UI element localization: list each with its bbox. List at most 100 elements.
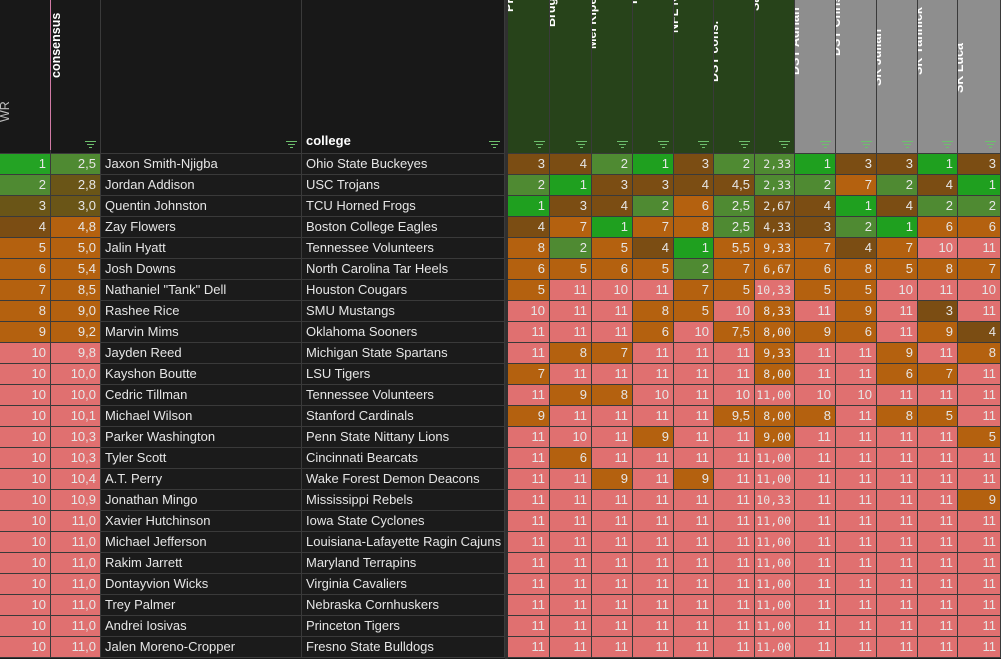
ranking-value-cell[interactable]: 11 (795, 511, 836, 532)
ranking-value-cell[interactable]: 11,00 (755, 553, 795, 574)
player-name-cell[interactable]: Andrei Iosivas (101, 616, 302, 637)
ranking-value-cell[interactable]: 11 (592, 553, 633, 574)
ranking-value-cell[interactable]: 9 (674, 469, 714, 490)
ranking-value-cell[interactable]: 9 (958, 490, 1001, 511)
column-header-source[interactable]: DST cons. (714, 0, 755, 154)
ranking-value-cell[interactable]: 11 (550, 490, 592, 511)
ranking-value-cell[interactable]: 1 (508, 196, 550, 217)
ranking-value-cell[interactable]: 11 (508, 343, 550, 364)
ranking-value-cell[interactable]: 8 (877, 406, 918, 427)
consensus-cell[interactable]: 11,0 (51, 637, 101, 658)
rank-cell[interactable]: 1 (0, 154, 51, 175)
ranking-value-cell[interactable]: 11 (674, 490, 714, 511)
rank-cell[interactable]: 10 (0, 616, 51, 637)
ranking-value-cell[interactable]: 10 (836, 385, 877, 406)
ranking-value-cell[interactable]: 11 (508, 322, 550, 343)
college-cell[interactable]: LSU Tigers (302, 364, 505, 385)
ranking-value-cell[interactable]: 4 (958, 322, 1001, 343)
ranking-value-cell[interactable]: 7 (836, 175, 877, 196)
consensus-cell[interactable]: 11,0 (51, 553, 101, 574)
consensus-cell[interactable]: 9,0 (51, 301, 101, 322)
ranking-value-cell[interactable]: 11 (508, 427, 550, 448)
player-name-cell[interactable]: Jalin Hyatt (101, 238, 302, 259)
ranking-value-cell[interactable]: 1 (592, 217, 633, 238)
ranking-value-cell[interactable]: 11 (958, 511, 1001, 532)
ranking-value-cell[interactable]: 11 (795, 637, 836, 658)
column-header-source[interactable]: Brugler/TheAthletic (550, 0, 592, 154)
ranking-value-cell[interactable]: 11 (674, 427, 714, 448)
ranking-value-cell[interactable]: 11 (877, 469, 918, 490)
ranking-value-cell[interactable]: 11 (958, 238, 1001, 259)
ranking-value-cell[interactable]: 11 (836, 427, 877, 448)
ranking-value-cell[interactable]: 10 (550, 427, 592, 448)
ranking-value-cell[interactable]: 11 (795, 490, 836, 511)
ranking-value-cell[interactable]: 11 (550, 322, 592, 343)
player-name-cell[interactable]: Trey Palmer (101, 595, 302, 616)
college-cell[interactable]: Boston College Eagles (302, 217, 505, 238)
ranking-value-cell[interactable]: 11 (633, 448, 674, 469)
college-cell[interactable]: Houston Cougars (302, 280, 505, 301)
ranking-value-cell[interactable]: 11 (592, 511, 633, 532)
ranking-value-cell[interactable]: 11 (633, 469, 674, 490)
ranking-value-cell[interactable]: 11,00 (755, 448, 795, 469)
ranking-value-cell[interactable]: 4 (592, 196, 633, 217)
ranking-value-cell[interactable]: 4 (918, 175, 958, 196)
ranking-value-cell[interactable]: 11,00 (755, 469, 795, 490)
ranking-value-cell[interactable]: 11 (918, 490, 958, 511)
ranking-value-cell[interactable]: 6 (958, 217, 1001, 238)
ranking-value-cell[interactable]: 11 (550, 364, 592, 385)
ranking-value-cell[interactable]: 9 (918, 322, 958, 343)
ranking-value-cell[interactable]: 11 (958, 574, 1001, 595)
rank-cell[interactable]: 10 (0, 574, 51, 595)
filter-icon[interactable] (617, 141, 628, 150)
column-header-name[interactable] (101, 0, 302, 154)
ranking-value-cell[interactable]: 5 (877, 259, 918, 280)
ranking-value-cell[interactable]: 9,33 (755, 343, 795, 364)
player-name-cell[interactable]: Zay Flowers (101, 217, 302, 238)
ranking-value-cell[interactable]: 3 (550, 196, 592, 217)
college-cell[interactable]: Iowa State Cyclones (302, 511, 505, 532)
ranking-value-cell[interactable]: 11 (877, 301, 918, 322)
ranking-value-cell[interactable]: 10,33 (755, 490, 795, 511)
ranking-value-cell[interactable]: 11,00 (755, 637, 795, 658)
ranking-value-cell[interactable]: 5,5 (714, 238, 755, 259)
college-cell[interactable]: Fresno State Bulldogs (302, 637, 505, 658)
ranking-value-cell[interactable]: 6 (633, 322, 674, 343)
ranking-value-cell[interactable]: 11 (836, 406, 877, 427)
player-name-cell[interactable]: Parker Washington (101, 427, 302, 448)
filter-icon[interactable] (286, 141, 297, 150)
ranking-value-cell[interactable]: 11,00 (755, 532, 795, 553)
ranking-value-cell[interactable]: 11 (877, 511, 918, 532)
ranking-value-cell[interactable]: 10 (877, 280, 918, 301)
column-header-source[interactable]: Mel Kiper/ESPN (592, 0, 633, 154)
ranking-value-cell[interactable]: 11 (592, 637, 633, 658)
ranking-value-cell[interactable]: 11,00 (755, 385, 795, 406)
ranking-value-cell[interactable]: 11 (633, 364, 674, 385)
ranking-value-cell[interactable]: 11 (714, 574, 755, 595)
column-header-consensus[interactable]: consensus (51, 0, 101, 154)
consensus-cell[interactable]: 9,8 (51, 343, 101, 364)
college-cell[interactable]: Oklahoma Sooners (302, 322, 505, 343)
ranking-value-cell[interactable]: 11 (714, 427, 755, 448)
ranking-value-cell[interactable]: 1 (550, 175, 592, 196)
ranking-value-cell[interactable]: 1 (674, 238, 714, 259)
player-name-cell[interactable]: Michael Wilson (101, 406, 302, 427)
ranking-value-cell[interactable]: 8,33 (755, 301, 795, 322)
ranking-value-cell[interactable]: 11 (674, 364, 714, 385)
ranking-value-cell[interactable]: 11 (714, 553, 755, 574)
rank-cell[interactable]: 4 (0, 217, 51, 238)
ranking-value-cell[interactable]: 11 (508, 553, 550, 574)
column-header-source[interactable]: DST Adrian (795, 0, 836, 154)
ranking-value-cell[interactable]: 11 (592, 595, 633, 616)
ranking-value-cell[interactable]: 11 (958, 406, 1001, 427)
ranking-value-cell[interactable]: 11,00 (755, 595, 795, 616)
consensus-cell[interactable]: 5,0 (51, 238, 101, 259)
ranking-value-cell[interactable]: 11 (836, 553, 877, 574)
consensus-cell[interactable]: 10,1 (51, 406, 101, 427)
ranking-value-cell[interactable]: 11 (592, 616, 633, 637)
ranking-value-cell[interactable]: 6 (674, 196, 714, 217)
player-name-cell[interactable]: Nathaniel "Tank" Dell (101, 280, 302, 301)
ranking-value-cell[interactable]: 11,00 (755, 574, 795, 595)
ranking-value-cell[interactable]: 2 (958, 196, 1001, 217)
ranking-value-cell[interactable]: 9,00 (755, 427, 795, 448)
